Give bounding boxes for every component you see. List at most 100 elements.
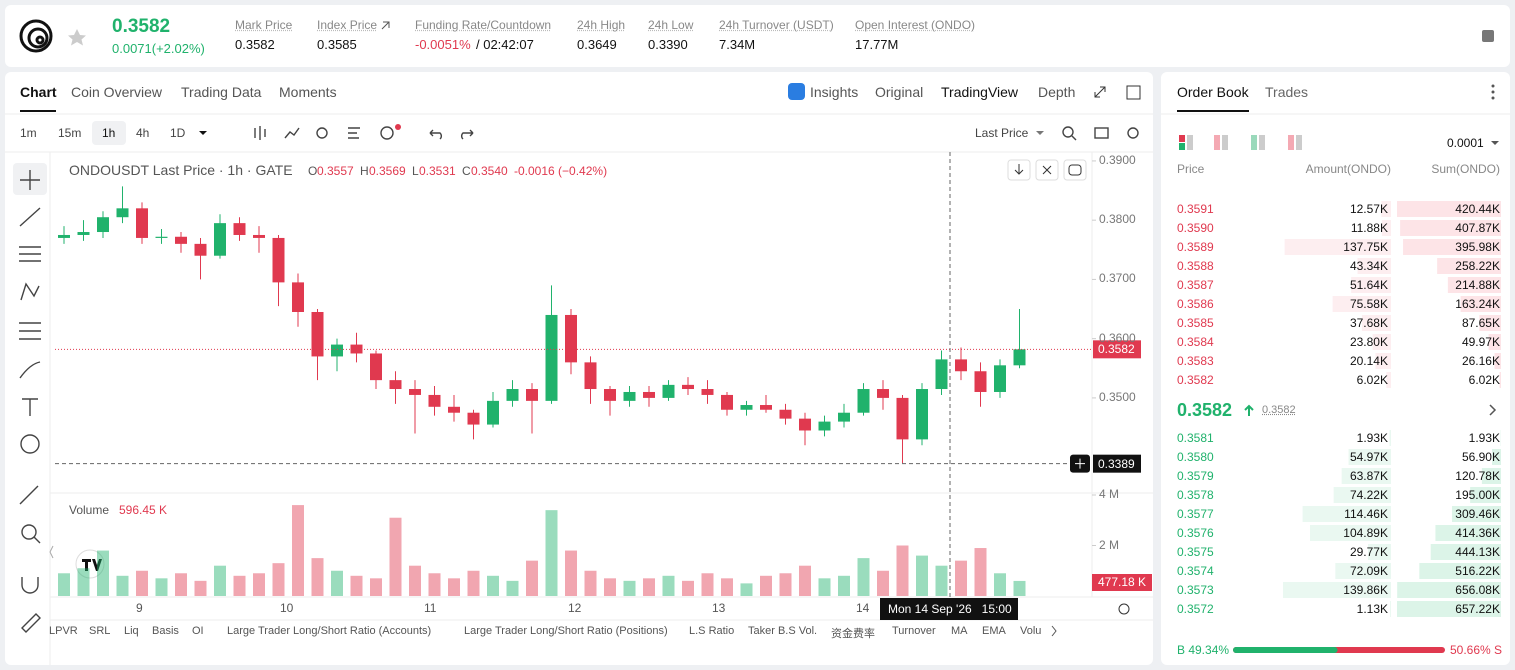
book-price[interactable]: 0.3577 [1177, 507, 1214, 521]
interval[interactable]: 1h [102, 126, 116, 140]
book-price[interactable]: 0.3584 [1177, 335, 1214, 349]
collapse-arrow[interactable] [49, 545, 54, 559]
amount-bar [1389, 430, 1391, 446]
chart-tab[interactable]: Trading Data [181, 84, 262, 100]
indicator[interactable]: Volu [1020, 625, 1042, 637]
candle-body [448, 406, 460, 413]
book-price[interactable]: 0.3575 [1177, 545, 1214, 559]
book-price[interactable]: 0.3586 [1177, 297, 1214, 311]
indicator[interactable]: Large Trader Long/Short Ratio (Positions… [464, 625, 668, 637]
sell-ratio: 50.66% S [1450, 643, 1503, 657]
chart-buttons[interactable] [1007, 159, 1130, 615]
book-price[interactable]: 0.3589 [1177, 240, 1214, 254]
indicator[interactable]: SRL [89, 625, 111, 637]
chart-tab[interactable]: Chart [20, 84, 57, 100]
book-price[interactable]: 0.3585 [1177, 316, 1214, 330]
book-tab[interactable]: Trades [1265, 84, 1309, 100]
scroll-arrow[interactable] [1051, 625, 1057, 637]
chevron[interactable] [1489, 404, 1497, 416]
view-tab[interactable]: Depth [1038, 84, 1076, 100]
indicator[interactable]: Liq [124, 625, 139, 637]
candle-body [935, 359, 948, 390]
book-amount: 104.89K [1343, 526, 1388, 540]
indicator[interactable]: LPVR [49, 625, 78, 637]
amount-bar [1351, 277, 1391, 293]
candle-body [760, 405, 772, 410]
candle-body [350, 344, 363, 354]
indicator[interactable]: MA [951, 625, 968, 637]
candle-body [565, 314, 577, 363]
tv-logo [82, 559, 102, 571]
header-icon[interactable] [1482, 30, 1494, 42]
more-icon[interactable] [1491, 84, 1495, 100]
book-sum: 87.65K [1461, 316, 1500, 330]
volume-bar [584, 570, 597, 596]
indicator[interactable]: Taker B.S Vol. [748, 625, 818, 637]
interval[interactable]: 1m [20, 126, 37, 140]
volume-bar [838, 575, 850, 596]
view-tab[interactable]: Insights [810, 84, 859, 100]
drawing-tools[interactable] [19, 170, 41, 633]
indicator[interactable]: Turnover [892, 625, 936, 637]
legend-key: L [412, 164, 419, 178]
window-icon[interactable] [1126, 85, 1141, 100]
book-price[interactable]: 0.3581 [1177, 431, 1214, 445]
indicator[interactable]: Basis [152, 625, 179, 637]
amount-bar [1348, 449, 1391, 465]
indicator[interactable]: L.S Ratio [689, 625, 735, 637]
indicator[interactable]: Large Trader Long/Short Ratio (Accounts) [227, 625, 432, 637]
book-price[interactable]: 0.3573 [1177, 583, 1214, 597]
expand-icon[interactable] [1094, 86, 1106, 98]
col-head: Price [1177, 162, 1205, 176]
book-price[interactable]: 0.3578 [1177, 488, 1214, 502]
mid-price: 0.3582 [1177, 400, 1233, 420]
x-tick-label: 14 [856, 601, 870, 615]
book-amount: 20.14K [1349, 354, 1388, 368]
book-price[interactable]: 0.3591 [1177, 202, 1214, 216]
interval[interactable]: 4h [136, 126, 150, 140]
caret[interactable] [1036, 131, 1044, 135]
chart-tab[interactable]: Coin Overview [71, 84, 163, 100]
view-tab[interactable]: Original [875, 84, 924, 100]
indicator[interactable]: 资金费率 [831, 628, 875, 640]
interval[interactable]: 15m [58, 126, 82, 140]
book-price[interactable]: 0.3590 [1177, 221, 1214, 235]
favorite-star[interactable] [68, 29, 86, 46]
volume-bar [818, 578, 831, 596]
indicator[interactable]: OI [192, 625, 204, 637]
book-price[interactable]: 0.3574 [1177, 564, 1214, 578]
toolbar-icons[interactable] [254, 126, 1139, 141]
book-price[interactable]: 0.3572 [1177, 602, 1214, 616]
sum-bar [1499, 372, 1501, 388]
book-price[interactable]: 0.3583 [1177, 354, 1214, 368]
book-view-icons[interactable] [1179, 135, 1302, 150]
caret[interactable] [199, 131, 207, 135]
indicator[interactable]: EMA [982, 625, 1006, 637]
volume-bar [623, 580, 636, 596]
legend-change: -0.0016 (−0.42%) [514, 164, 608, 178]
volume-bar [233, 575, 246, 596]
book-price[interactable]: 0.3579 [1177, 469, 1214, 483]
sum-bar [1403, 239, 1501, 255]
caret[interactable] [1491, 141, 1499, 145]
volume-bar [896, 545, 909, 596]
book-price[interactable]: 0.3587 [1177, 278, 1214, 292]
book-amount: 54.97K [1349, 450, 1388, 464]
price-type[interactable]: Last Price [975, 126, 1029, 140]
candle-body [487, 400, 499, 425]
book-price[interactable]: 0.3582 [1177, 373, 1214, 387]
view-tab[interactable]: TradingView [941, 84, 1019, 100]
crosshair-time: Mon 14 Sep '26 15:00 [888, 602, 1012, 616]
precision[interactable]: 0.0001 [1447, 136, 1484, 150]
interval[interactable]: 1D [170, 126, 186, 140]
ai-icon[interactable] [788, 83, 805, 100]
book-price[interactable]: 0.3588 [1177, 259, 1214, 273]
book-tab[interactable]: Order Book [1177, 84, 1249, 100]
book-price[interactable]: 0.3576 [1177, 526, 1214, 540]
volume-bar [662, 575, 675, 596]
index-link-icon[interactable] [381, 21, 390, 30]
volume-bar [58, 573, 70, 596]
chart-tab[interactable]: Moments [279, 84, 337, 100]
book-price[interactable]: 0.3580 [1177, 450, 1214, 464]
badge [395, 124, 401, 130]
